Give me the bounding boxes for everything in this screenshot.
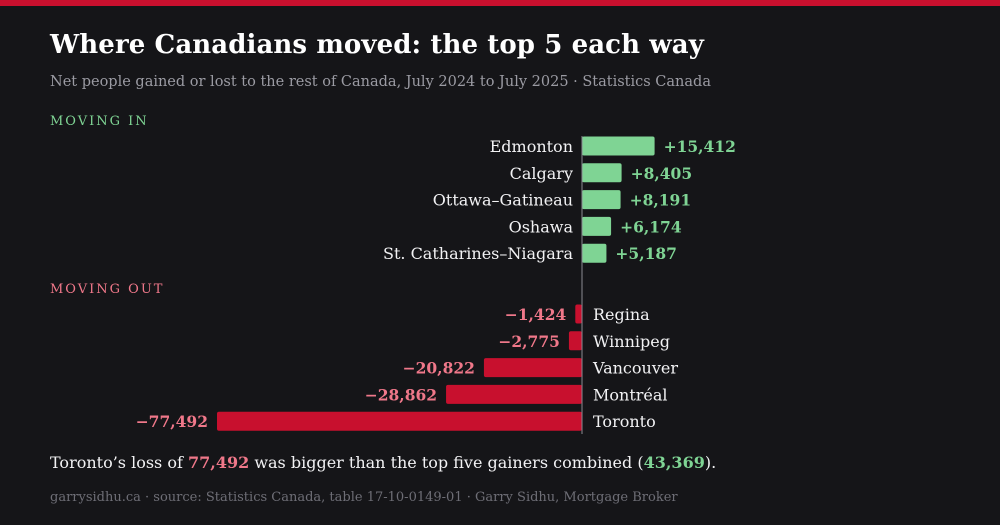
category-label-winnipeg: Winnipeg — [593, 332, 670, 351]
summary-text-after: ). — [704, 453, 717, 472]
value-label-st-catharines-niagara: +5,187 — [615, 244, 677, 263]
chart-subtitle: Net people gained or lost to the rest of… — [50, 74, 711, 90]
summary-loss-value: 77,492 — [188, 453, 250, 472]
bar-edmonton — [582, 136, 655, 156]
category-label-regina: Regina — [593, 305, 650, 324]
bar-toronto — [217, 411, 582, 431]
summary-text-before: Toronto’s loss of — [50, 453, 188, 472]
group-label-moving-in: MOVING IN — [50, 114, 149, 129]
source-footer: garrysidhu.ca · source: Statistics Canad… — [50, 490, 678, 505]
category-label-oshawa: Oshawa — [509, 217, 574, 236]
bar-ottawa-gatineau — [582, 190, 621, 210]
group-label-moving-out: MOVING OUT — [50, 282, 164, 297]
category-label-toronto: Toronto — [593, 412, 656, 431]
migration-bar-chart: MOVING IN Edmonton +15,412 Calgary +8,405 Ott… — [50, 114, 736, 434]
value-label-toronto: −77,492 — [136, 412, 208, 431]
category-label-st-catharines-niagara: St. Catharines–Niagara — [383, 244, 573, 263]
value-label-ottawa-gatineau: +8,191 — [630, 191, 692, 210]
value-label-edmonton: +15,412 — [664, 137, 736, 156]
bar-regina — [575, 304, 582, 324]
value-label-montreal: −28,862 — [365, 385, 437, 404]
category-label-edmonton: Edmonton — [490, 137, 573, 156]
value-label-vancouver: −20,822 — [403, 359, 475, 378]
bar-vancouver — [483, 358, 582, 378]
summary-gain-value: 43,369 — [643, 453, 705, 472]
value-label-calgary: +8,405 — [631, 164, 693, 183]
category-label-ottawa-gatineau: Ottawa–Gatineau — [433, 191, 573, 210]
bar-winnipeg — [568, 331, 582, 351]
top-accent-bar — [0, 0, 1000, 6]
summary-text-middle: was bigger than the top five gainers com… — [249, 453, 644, 472]
bar-oshawa — [582, 216, 612, 236]
category-label-montreal: Montréal — [593, 385, 668, 404]
value-label-regina: −1,424 — [505, 305, 567, 324]
value-label-oshawa: +6,174 — [620, 217, 682, 236]
bar-calgary — [582, 163, 622, 183]
bar-st-catharines-niagara — [582, 243, 607, 263]
value-label-winnipeg: −2,775 — [498, 332, 560, 351]
chart-title: Where Canadians moved: the top 5 each wa… — [50, 30, 704, 60]
category-label-calgary: Calgary — [510, 164, 573, 183]
category-label-vancouver: Vancouver — [592, 359, 678, 378]
summary-sentence: Toronto’s loss of 77,492 was bigger than… — [50, 453, 716, 472]
bar-montreal — [446, 384, 582, 404]
